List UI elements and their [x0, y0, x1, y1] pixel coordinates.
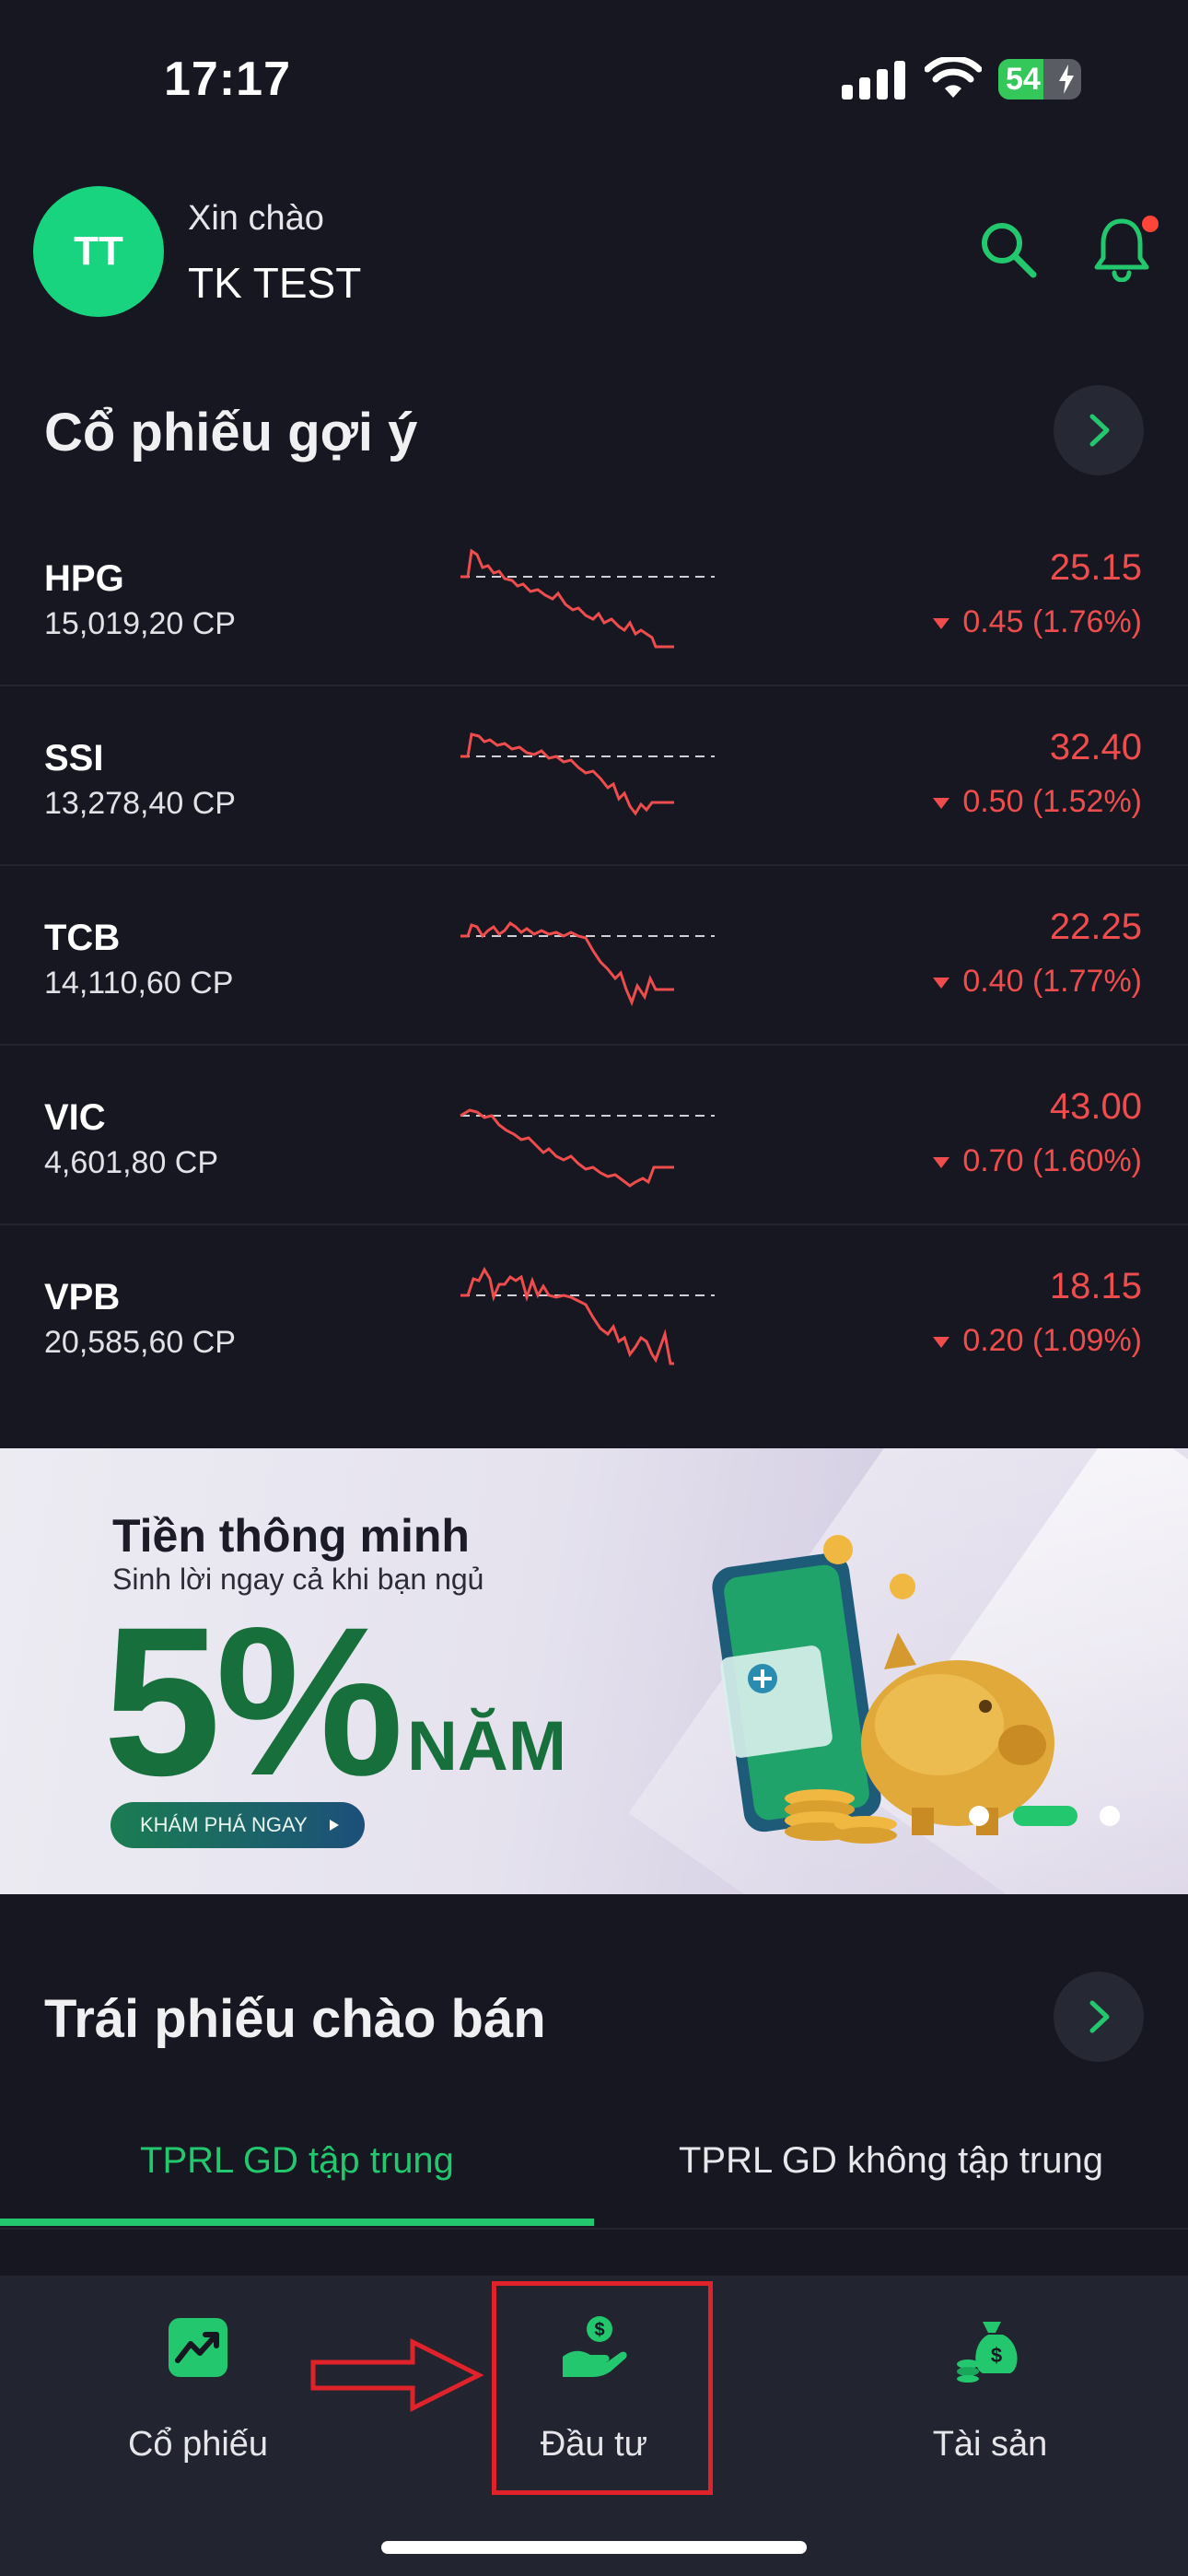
stock-price: 43.00	[1049, 1086, 1142, 1127]
stock-volume: 4,601,80 CP	[44, 1145, 219, 1180]
stock-symbol: TCB	[44, 918, 121, 958]
play-arrow-icon	[330, 1820, 339, 1831]
stock-price: 32.40	[1049, 727, 1142, 767]
banner-rate: 5%	[103, 1583, 403, 1820]
stock-change-value: 0.40 (1.77%)	[962, 964, 1142, 999]
suggested-stocks-more-button[interactable]	[1054, 385, 1144, 475]
stock-chart-icon	[169, 2318, 227, 2377]
active-tab-indicator	[0, 2219, 594, 2226]
notification-bell-icon[interactable]	[1092, 216, 1151, 282]
stock-sparkline	[460, 920, 715, 1007]
stock-sparkline	[460, 1108, 715, 1188]
status-bar: 17:17 54	[0, 0, 1188, 161]
stock-price: 18.15	[1049, 1266, 1142, 1306]
tab-non-centralized-trading[interactable]: TPRL GD không tập trung	[679, 2140, 1103, 2181]
signal-icon	[842, 61, 905, 100]
banner-cta-button[interactable]: KHÁM PHÁ NGAY	[111, 1802, 365, 1848]
down-triangle-icon	[933, 1337, 950, 1349]
nav-item-stocks[interactable]: Cổ phiếu	[0, 2276, 396, 2515]
promo-banner[interactable]: Tiền thông minh Sinh lời ngay cả khi bạn…	[0, 1448, 1188, 1894]
red-arrow-annotation	[310, 2337, 484, 2413]
pagination-dot-active[interactable]	[1013, 1806, 1077, 1826]
banner-title: Tiền thông minh	[112, 1510, 470, 1562]
wifi-icon	[925, 57, 982, 98]
stock-volume: 15,019,20 CP	[44, 606, 236, 641]
stock-sparkline	[460, 548, 715, 649]
stock-symbol: SSI	[44, 738, 104, 779]
stock-symbol: HPG	[44, 558, 124, 599]
username: TK TEST	[188, 259, 362, 307]
nav-label: Đầu tư	[540, 2425, 648, 2464]
stock-row-tcb[interactable]: TCB 14,110,60 CP 22.25 0.40 (1.77%)	[0, 866, 1188, 1046]
banner-cta-label: KHÁM PHÁ NGAY	[140, 1813, 308, 1836]
suggested-stock-list: HPG 15,019,20 CP 25.15 0.45 (1.76%) SSI …	[0, 507, 1188, 1405]
stock-change-value: 0.70 (1.60%)	[962, 1143, 1142, 1178]
tab-centralized-trading[interactable]: TPRL GD tập trung	[140, 2140, 454, 2181]
stock-sparkline	[460, 732, 715, 816]
bottom-navigation: Cổ phiếu $ Đầu tư $ Tài sản	[0, 2276, 1188, 2576]
svg-text:$: $	[594, 2320, 604, 2340]
stock-volume: 14,110,60 CP	[44, 966, 234, 1001]
home-indicator[interactable]	[381, 2541, 807, 2554]
banner-rate-unit: NĂM	[407, 1707, 567, 1786]
highlight-box-annotation	[492, 2281, 713, 2495]
phone-piggy-bank-illustration	[712, 1535, 1054, 1844]
pagination-dot[interactable]	[969, 1806, 989, 1826]
status-time: 17:17	[164, 53, 291, 106]
invest-hand-coin-icon: $	[563, 2316, 627, 2377]
stock-volume: 20,585,60 CP	[44, 1325, 236, 1360]
bonds-more-button[interactable]	[1054, 1972, 1144, 2062]
notification-badge	[1142, 216, 1159, 232]
down-triangle-icon	[933, 618, 950, 630]
stock-change: 0.70 (1.60%)	[933, 1143, 1142, 1179]
stock-change: 0.40 (1.77%)	[933, 964, 1142, 1000]
stock-row-hpg[interactable]: HPG 15,019,20 CP 25.15 0.45 (1.76%)	[0, 507, 1188, 686]
banner-subtitle: Sinh lời ngay cả khi bạn ngủ	[112, 1563, 484, 1596]
stock-price: 22.25	[1049, 907, 1142, 947]
down-triangle-icon	[933, 798, 950, 810]
avatar[interactable]: TT	[33, 186, 164, 317]
bonds-offering-title: Trái phiếu chào bán	[44, 1989, 546, 2049]
svg-text:$: $	[991, 2344, 1002, 2367]
chevron-right-icon	[1089, 414, 1110, 447]
stock-symbol: VPB	[44, 1277, 121, 1317]
nav-item-assets[interactable]: $ Tài sản	[792, 2276, 1188, 2515]
stock-volume: 13,278,40 CP	[44, 786, 236, 821]
bond-tabs: TPRL GD tập trung TPRL GD không tập trun…	[0, 2110, 1188, 2230]
pagination-dot[interactable]	[1100, 1806, 1120, 1826]
stock-row-vpb[interactable]: VPB 20,585,60 CP 18.15 0.20 (1.09%)	[0, 1225, 1188, 1405]
down-triangle-icon	[933, 978, 950, 989]
stock-change-value: 0.50 (1.52%)	[962, 784, 1142, 819]
battery-indicator: 54	[998, 59, 1081, 100]
suggested-stocks-title: Cổ phiếu gợi ý	[44, 403, 418, 463]
nav-label: Tài sản	[932, 2425, 1048, 2464]
search-icon[interactable]	[978, 219, 1039, 280]
stock-symbol: VIC	[44, 1097, 106, 1138]
stock-change: 0.20 (1.09%)	[933, 1323, 1142, 1359]
down-triangle-icon	[933, 1157, 950, 1169]
stock-change: 0.45 (1.76%)	[933, 604, 1142, 640]
greeting-text: Xin chào	[188, 199, 324, 238]
battery-percent: 54	[1006, 62, 1041, 97]
money-bag-icon: $	[957, 2322, 1018, 2383]
stock-row-ssi[interactable]: SSI 13,278,40 CP 32.40 0.50 (1.52%)	[0, 686, 1188, 866]
battery-fill	[998, 59, 1043, 100]
stock-row-vic[interactable]: VIC 4,601,80 CP 43.00 0.70 (1.60%)	[0, 1046, 1188, 1225]
chevron-right-icon	[1089, 2000, 1110, 2033]
stock-price: 25.15	[1049, 547, 1142, 588]
nav-item-invest[interactable]: $ Đầu tư	[396, 2276, 792, 2515]
stock-change-value: 0.45 (1.76%)	[962, 604, 1142, 639]
nav-label: Cổ phiếu	[127, 2425, 269, 2464]
charging-bolt-icon	[1059, 64, 1074, 94]
stock-sparkline	[460, 1266, 715, 1365]
stock-change: 0.50 (1.52%)	[933, 784, 1142, 820]
stock-change-value: 0.20 (1.09%)	[962, 1323, 1142, 1358]
